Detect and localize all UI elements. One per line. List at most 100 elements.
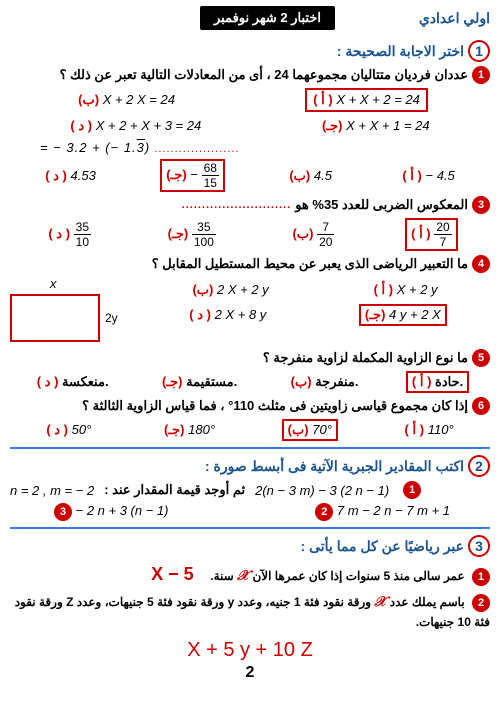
q5-a-label: ( أ ) bbox=[412, 374, 432, 389]
q4-d: 2 X + 8 y bbox=[215, 307, 267, 322]
q4-b-label: (ب) bbox=[192, 282, 213, 297]
final-expression: X + 5 y + 10 Z bbox=[10, 639, 490, 662]
q3-text: المعكوس الضربى للعدد 35% هو bbox=[295, 197, 468, 213]
page-number: 2 bbox=[10, 664, 490, 682]
q4-num: 4 bbox=[472, 255, 490, 273]
section1-num: 1 bbox=[468, 40, 490, 62]
q5-opts: ( أ ) حادة. (ب) منفرجة. (جـ) مستقيمة. ( … bbox=[10, 371, 490, 393]
q3-c-label: (جـ) bbox=[168, 226, 189, 241]
q3-opts: ( أ ) 207 (ب) 720 (جـ) 35100 ( د ) 3510 bbox=[10, 218, 490, 251]
q3-num: 3 bbox=[472, 196, 490, 214]
q2-a: − 4.5 bbox=[425, 168, 454, 183]
q1-d: X + 2 + X + 3 = 24 bbox=[96, 118, 202, 133]
q4-body: ( أ ) X + 2 y (ب) 2 X + 2 y (جـ) 4 y + 2… bbox=[10, 276, 490, 346]
q1-c: X + X + 1 = 24 bbox=[346, 118, 429, 133]
q2-c-label: (جـ) bbox=[166, 167, 187, 182]
q2-a-label: ( أ ) bbox=[402, 168, 422, 183]
q1-text: عددان فرديان متتاليان مجموعهما 24 ، أى م… bbox=[60, 67, 468, 83]
q1: 1 عددان فرديان متتاليان مجموعهما 24 ، أى… bbox=[10, 66, 490, 84]
q6-c: 180° bbox=[188, 422, 215, 437]
q6-d-label: ( د ) bbox=[46, 422, 68, 437]
q2-eq-text: = − 3.2 + (− 1.3) bbox=[40, 140, 150, 155]
s2-e1-vals: n = 2 , m = − 2 bbox=[10, 483, 94, 498]
q2-b-label: (ب) bbox=[289, 168, 310, 183]
q4-c-label: (جـ) bbox=[365, 307, 386, 322]
q5-c-label: (جـ) bbox=[162, 374, 183, 389]
rect-y-label: 2y bbox=[105, 311, 118, 325]
s3-p2-num: 2 bbox=[472, 594, 490, 612]
q4-d-label: ( د ) bbox=[189, 307, 211, 322]
q1-row2: (جـ) X + X + 1 = 24 ( د ) X + 2 + X + 3 … bbox=[10, 116, 490, 136]
q6-b-label: (ب) bbox=[288, 422, 309, 437]
s2-e3: − 2 n + 3 (n − 1) bbox=[76, 503, 169, 518]
q3-b-label: (ب) bbox=[293, 226, 314, 241]
section2-num: 2 bbox=[468, 455, 490, 477]
q4-c: 4 y + 2 X bbox=[389, 307, 441, 322]
q2-opts: ( أ ) − 4.5 (ب) 4.5 (جـ) − 6815 ( د ) 4.… bbox=[10, 159, 490, 192]
q5: 5 ما نوع الزاوية المكملة لزاوية منفرجة ؟ bbox=[10, 349, 490, 367]
q2-equation: = − 3.2 + (− 1.3) ..................... bbox=[40, 140, 460, 155]
s2-e1-tail: ثم أوجد قيمة المقدار عند : bbox=[104, 482, 245, 498]
q4-a-label: ( أ ) bbox=[374, 282, 394, 297]
s2-e2-num: 2 bbox=[315, 503, 333, 521]
q2-b: 4.5 bbox=[314, 168, 332, 183]
s3-p2: 2 باسم يملك عدد 𝒳 ورقة نقود فئة 1 جنيه، … bbox=[10, 592, 490, 631]
s3-p1-num: 1 bbox=[472, 568, 490, 586]
q4: 4 ما التعبير الرياضى الذى يعبر عن محيط ا… bbox=[10, 255, 490, 273]
q1-b: X + 2 X = 24 bbox=[103, 92, 175, 107]
q6-a-label: ( أ ) bbox=[405, 422, 425, 437]
s3-p1-b: سنة. bbox=[210, 569, 233, 583]
q3-a-label: ( أ ) bbox=[411, 226, 431, 241]
section1-title: 1 اختر الاجابة الصحيحة : bbox=[10, 40, 490, 62]
q5-d-label: ( د ) bbox=[37, 374, 59, 389]
section2-text: اكتب المقادير الجبرية الآتية فى أبسط صور… bbox=[205, 458, 464, 475]
q6-b: 70° bbox=[312, 422, 332, 437]
q1-c-label: (جـ) bbox=[322, 118, 343, 133]
q6-d: 50° bbox=[72, 422, 92, 437]
q1-b-label: (ب) bbox=[78, 92, 99, 107]
section1-text: اختر الاجابة الصحيحة : bbox=[337, 43, 464, 60]
q6: 6 إذا كان مجموع قياسى زاويتين فى مثلث 11… bbox=[10, 397, 490, 415]
q5-d: منعكسة. bbox=[62, 374, 109, 389]
q1-row1: ( أ ) X + X + 2 = 24 (ب) X + 2 X = 24 bbox=[10, 88, 490, 112]
section3-title: 3 عبر رياضيًا عن كل مما يأتى : bbox=[10, 535, 490, 557]
s2-e1: 1 2(n − 3 m) − 3 (2 n − 1) ثم أوجد قيمة … bbox=[10, 481, 490, 499]
rectangle-diagram: x 2y bbox=[10, 276, 120, 346]
q5-b-label: (ب) bbox=[291, 374, 312, 389]
s3-p1: 1 عمر سالى منذ 5 سنوات إذا كان عمرها الآ… bbox=[10, 561, 490, 588]
q1-a-label: ( أ ) bbox=[313, 92, 333, 107]
divider-2 bbox=[10, 527, 490, 529]
q6-a: 110° bbox=[428, 422, 454, 437]
q4-a: X + 2 y bbox=[397, 282, 438, 297]
s3-p1-a: عمر سالى منذ 5 سنوات إذا كان عمرها الآن bbox=[252, 569, 464, 583]
s2-e1-num: 1 bbox=[403, 481, 421, 499]
section3-num: 3 bbox=[468, 535, 490, 557]
rect-x-label: x bbox=[50, 276, 57, 291]
s2-e2: 7 m − 2 n − 7 m + 1 bbox=[337, 503, 450, 518]
divider-1 bbox=[10, 447, 490, 449]
q3: 3 المعكوس الضربى للعدد 35% هو ..........… bbox=[10, 196, 490, 214]
q5-a: حادة. bbox=[435, 374, 463, 389]
s2-e3-num: 3 bbox=[54, 503, 72, 521]
exam-badge: اختبار 2 شهر نوفمبر bbox=[200, 6, 335, 30]
grade-label: اولي اعدادي bbox=[419, 10, 490, 27]
s2-e1-expr: 2(n − 3 m) − 3 (2 n − 1) bbox=[255, 483, 389, 498]
s2-row2: 2 7 m − 2 n − 7 m + 1 3 − 2 n + 3 (n − 1… bbox=[10, 503, 490, 521]
q6-num: 6 bbox=[472, 397, 490, 415]
q6-opts: ( أ ) 110° (ب) 70° (جـ) 180° ( د ) 50° bbox=[10, 419, 490, 441]
q2-d-label: ( د ) bbox=[45, 168, 67, 183]
q1-a: X + X + 2 = 24 bbox=[336, 92, 419, 107]
q5-b: منفرجة. bbox=[315, 374, 358, 389]
section2-title: 2 اكتب المقادير الجبرية الآتية فى أبسط ص… bbox=[10, 455, 490, 477]
section3-text: عبر رياضيًا عن كل مما يأتى : bbox=[301, 538, 464, 555]
q4-text: ما التعبير الرياضى الذى يعبر عن محيط الم… bbox=[152, 256, 468, 272]
q3-d-label: ( د ) bbox=[48, 226, 70, 241]
q6-c-label: (جـ) bbox=[164, 422, 185, 437]
q1-d-label: ( د ) bbox=[70, 118, 92, 133]
q2-d: 4.53 bbox=[71, 168, 96, 183]
rect-shape bbox=[10, 294, 100, 342]
s3-p2-a: باسم يملك عدد bbox=[390, 595, 465, 609]
q4-b: 2 X + 2 y bbox=[217, 282, 269, 297]
s3-p1-ans: X − 5 bbox=[151, 561, 194, 588]
q6-text: إذا كان مجموع قياسى زاويتين فى مثلث 110°… bbox=[82, 398, 468, 414]
